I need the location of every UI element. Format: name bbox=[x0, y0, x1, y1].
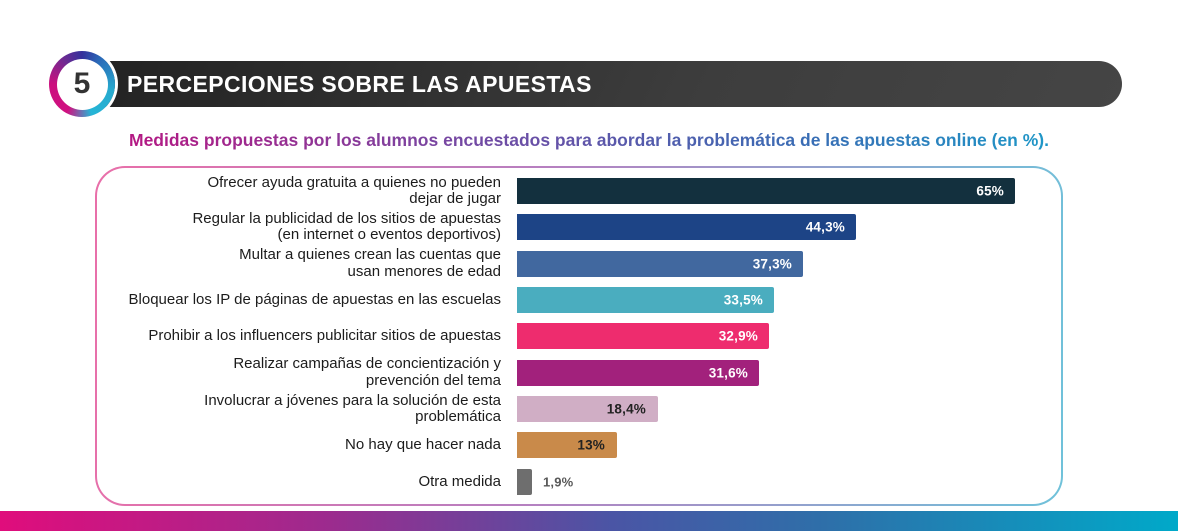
footer-gradient-strip bbox=[0, 511, 1178, 531]
category-label: Involucrar a jóvenes para la solución de… bbox=[204, 391, 501, 426]
category-label: Prohibir a los influencers publicitar si… bbox=[148, 327, 501, 345]
chart-row: Otra medida 1,9% bbox=[117, 464, 1043, 500]
category-label: No hay que hacer nada bbox=[345, 436, 501, 454]
category-label: Realizar campañas de concientización y pr… bbox=[233, 355, 501, 389]
category-label: Otra medida bbox=[418, 472, 501, 490]
bar-track: 13% bbox=[517, 432, 1043, 459]
value-label: 13% bbox=[577, 437, 605, 453]
bar: 37,3% bbox=[517, 250, 803, 277]
bar-track: 37,3% bbox=[517, 250, 1043, 277]
bar: 13% bbox=[517, 432, 617, 459]
chart-row: Bloquear los IP de páginas de apuestas e… bbox=[117, 282, 1043, 318]
bar: 33,5% bbox=[517, 287, 774, 314]
section-number-badge: 5 bbox=[49, 51, 115, 117]
bar-track: 31,6% bbox=[517, 359, 1043, 386]
bar: 18,4% bbox=[517, 396, 658, 423]
bar-track: 32,9% bbox=[517, 323, 1043, 350]
bar-track: 65% bbox=[517, 178, 1043, 205]
chart-row: Realizar campañas de concientización y pr… bbox=[117, 355, 1043, 391]
value-label: 31,6% bbox=[708, 365, 748, 381]
bar: 31,6% bbox=[517, 359, 759, 386]
chart-row: Prohibir a los influencers publicitar si… bbox=[117, 318, 1043, 354]
chart-panel: Ofrecer ayuda gratuita a quienes no pued… bbox=[95, 166, 1063, 506]
value-label: 18,4% bbox=[606, 401, 646, 417]
bar: 44,3% bbox=[517, 214, 856, 241]
category-label: Multar a quienes crean las cuentas que us… bbox=[239, 246, 501, 280]
bar-track: 1,9% bbox=[517, 468, 1043, 495]
bar: 1,9% bbox=[517, 468, 573, 495]
bar-track: 44,3% bbox=[517, 214, 1043, 241]
chart-row: Multar a quienes crean las cuentas que us… bbox=[117, 246, 1043, 282]
bar-track: 18,4% bbox=[517, 396, 1043, 423]
chart-row: No hay que hacer nada 13% bbox=[117, 427, 1043, 463]
bar-track: 33,5% bbox=[517, 287, 1043, 314]
category-label: Bloquear los IP de páginas de apuestas e… bbox=[128, 290, 501, 308]
chart-row: Regular la publicidad de los sitios de a… bbox=[117, 209, 1043, 245]
value-label: 37,3% bbox=[752, 256, 792, 272]
section-number-badge-inner: 5 bbox=[56, 58, 108, 110]
value-label: 32,9% bbox=[718, 328, 758, 344]
section-header-bar: PERCEPCIONES SOBRE LAS APUESTAS bbox=[82, 61, 1122, 107]
section-number: 5 bbox=[73, 67, 91, 100]
section-title: PERCEPCIONES SOBRE LAS APUESTAS bbox=[127, 70, 592, 97]
bar: 65% bbox=[517, 178, 1015, 205]
chart-rows: Ofrecer ayuda gratuita a quienes no pued… bbox=[117, 173, 1043, 500]
value-label: 65% bbox=[976, 183, 1004, 199]
value-label: 44,3% bbox=[805, 219, 845, 235]
category-label: Regular la publicidad de los sitios de a… bbox=[192, 209, 501, 244]
value-label: 1,9% bbox=[543, 474, 574, 490]
category-label: Ofrecer ayuda gratuita a quienes no pued… bbox=[207, 173, 501, 208]
chart-title: Medidas propuestas por los alumnos encue… bbox=[0, 130, 1178, 151]
value-label: 33,5% bbox=[723, 292, 763, 308]
chart-row: Involucrar a jóvenes para la solución de… bbox=[117, 391, 1043, 427]
chart-row: Ofrecer ayuda gratuita a quienes no pued… bbox=[117, 173, 1043, 209]
bar: 32,9% bbox=[517, 323, 769, 350]
